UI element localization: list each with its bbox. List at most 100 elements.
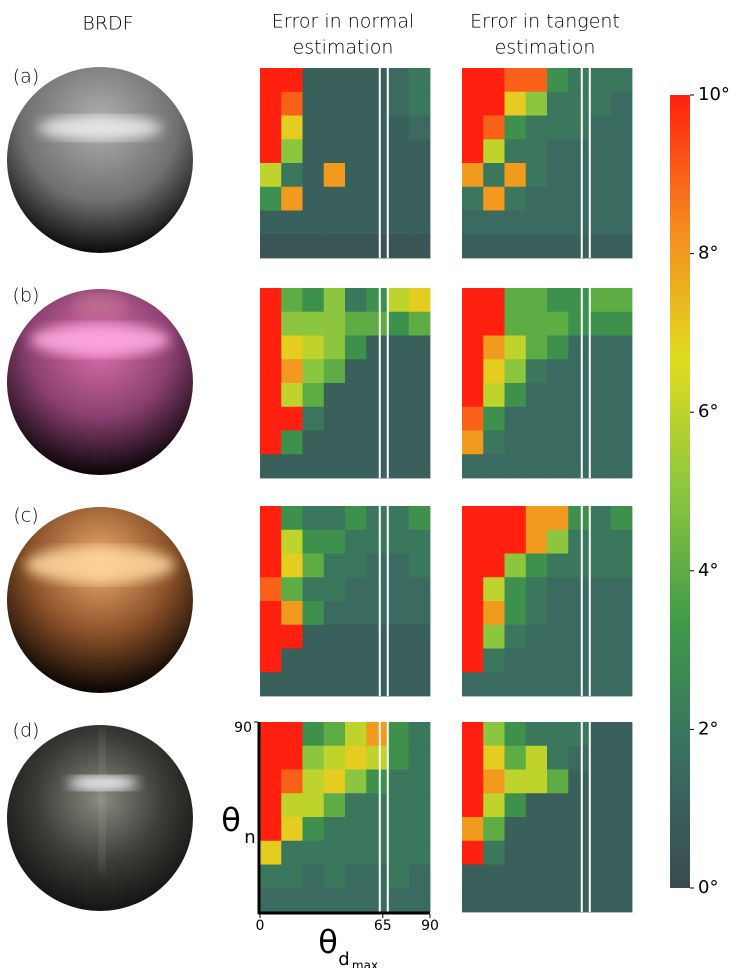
heatmap-cell (590, 454, 612, 478)
heatmap-cell (345, 841, 367, 865)
heatmap-cell (345, 454, 367, 478)
heatmap-cell (526, 454, 548, 478)
heatmap-cell (260, 817, 282, 841)
heatmap-cell (409, 383, 431, 407)
heatmap-cell (505, 312, 527, 336)
heatmap-cell (366, 506, 388, 530)
heatmap-cell (324, 288, 346, 312)
heatmap-cell (260, 601, 282, 625)
heatmap-cell (345, 865, 367, 889)
heatmap-cell (388, 288, 410, 312)
heatmap-cell (324, 431, 346, 455)
heatmap-cell (303, 312, 325, 336)
heatmap-cell (366, 554, 388, 578)
heatmap-cell (281, 454, 303, 478)
heatmap-cell (611, 817, 633, 841)
heatmap-cell (590, 746, 612, 770)
heatmap-cell (281, 770, 303, 794)
heatmap-cell (483, 530, 505, 554)
heatmap-cell (345, 625, 367, 649)
heatmap-cell (260, 649, 282, 673)
heatmap-cell (260, 336, 282, 360)
heatmap-cell (483, 187, 505, 211)
heatmap-cell (526, 211, 548, 235)
heatmap-cell (409, 211, 431, 235)
heatmap-cell (281, 865, 303, 889)
heatmap-cell (303, 234, 325, 258)
heatmap-cell (547, 746, 569, 770)
heatmap-cell (388, 383, 410, 407)
heatmap-cell (281, 601, 303, 625)
heatmap-cell (366, 431, 388, 455)
heatmap-cell (281, 672, 303, 696)
sphere (7, 289, 193, 475)
heatmap-cell (505, 577, 527, 601)
heatmap-cell (303, 139, 325, 163)
heatmap-cell (281, 746, 303, 770)
heatmap-cell (526, 234, 548, 258)
heatmap-cell (611, 746, 633, 770)
heatmap-cell (462, 383, 484, 407)
heatmap-cell (281, 163, 303, 187)
heatmap-cell (324, 68, 346, 92)
heatmap-cell (526, 625, 548, 649)
heatmap-cell (388, 68, 410, 92)
heatmap-cell (547, 865, 569, 889)
heatmap-cell (388, 139, 410, 163)
heatmap-cell (505, 722, 527, 746)
heatmap-cell (324, 234, 346, 258)
heatmap-cell (388, 722, 410, 746)
heatmap-cell (303, 746, 325, 770)
heatmap-cell (547, 139, 569, 163)
heatmap-cell (547, 336, 569, 360)
heatmap-cell (281, 625, 303, 649)
heatmap-cell (547, 163, 569, 187)
heatmap-cell (303, 359, 325, 383)
heatmap-cell (483, 722, 505, 746)
heatmap-cell (388, 312, 410, 336)
heatmap-cell (324, 817, 346, 841)
heatmap-cell (324, 672, 346, 696)
heatmap-cell (303, 554, 325, 578)
row-label: (d) (13, 720, 40, 742)
heatmap-cell (590, 211, 612, 235)
heatmap-cell (303, 625, 325, 649)
heatmap-cell (388, 163, 410, 187)
heatmap-cell (388, 336, 410, 360)
heatmap-cell (505, 454, 527, 478)
heatmap-cell (388, 577, 410, 601)
heatmap-cell (590, 888, 612, 912)
heatmap-cell (462, 746, 484, 770)
heatmap-cell (345, 770, 367, 794)
sphere (7, 507, 193, 693)
heatmap-cell (388, 649, 410, 673)
heatmap-cell (505, 163, 527, 187)
heatmap-cell (505, 817, 527, 841)
heatmap-cell (366, 865, 388, 889)
heatmap-cell (483, 163, 505, 187)
heatmap-cell (366, 234, 388, 258)
heatmap-cell (526, 601, 548, 625)
x-tick-label: 65 (374, 918, 392, 934)
heatmap-cell (547, 672, 569, 696)
heatmap-cell (366, 407, 388, 431)
heatmap-cell (260, 92, 282, 116)
heatmap-cell (505, 187, 527, 211)
heatmap-cell (547, 817, 569, 841)
heatmap-cell (547, 187, 569, 211)
column-header: Error in normal (272, 11, 415, 33)
heatmap-cell (409, 407, 431, 431)
heatmap-cell (483, 793, 505, 817)
heatmap-cell (260, 577, 282, 601)
heatmap-cell (547, 577, 569, 601)
heatmap-cell (303, 288, 325, 312)
heatmap-cell (505, 746, 527, 770)
heatmap-cell (526, 746, 548, 770)
heatmap-cell (260, 383, 282, 407)
heatmap-cell (483, 234, 505, 258)
heatmap-cell (303, 888, 325, 912)
heatmap-cell (388, 407, 410, 431)
heatmap-cell (388, 770, 410, 794)
heatmap-cell (590, 841, 612, 865)
heatmap-cell (281, 530, 303, 554)
